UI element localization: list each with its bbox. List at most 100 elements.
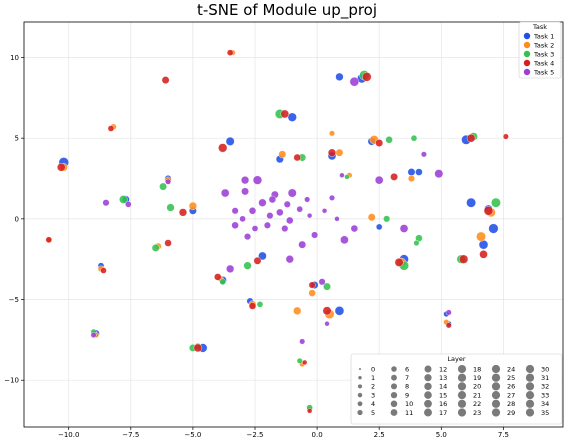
data-point [459,254,469,264]
layer-legend-marker [525,382,535,391]
data-point [266,212,274,220]
data-point [349,76,360,87]
layer-legend-marker [391,366,397,372]
layer-legend-marker [491,373,501,382]
x-tick-label: 5.0 [436,431,447,438]
y-tick-label: 10 [10,54,19,62]
layer-legend-label: 14 [439,383,447,391]
y-tick-label: 5 [15,135,19,143]
layer-legend-marker [390,409,398,416]
layer-legend-label: 34 [541,400,549,408]
task-legend-label: Task 4 [533,59,554,67]
data-point [466,133,476,143]
data-point [322,306,332,316]
layer-legend-marker [457,382,467,391]
layer-legend-marker [525,391,535,400]
layer-legend-marker [525,399,535,408]
data-point [311,231,319,239]
data-point [165,178,172,185]
data-point [226,264,235,273]
layer-legend-label: 25 [507,374,515,382]
layer-legend-label: 13 [439,374,447,382]
y-tick-label: −5 [9,296,19,304]
task-legend-marker [523,32,531,40]
task-legend-label: Task 5 [533,68,554,76]
layer-legend-marker [424,408,432,417]
data-point [253,256,262,265]
data-point [225,136,235,146]
data-point [243,261,252,270]
data-point [218,143,228,153]
data-point [220,188,230,198]
data-point [375,223,383,231]
task-legend-label: Task 3 [533,50,554,58]
task-legend-label: Task 2 [533,41,554,49]
data-point [420,151,427,158]
data-point [334,216,340,222]
data-point [362,72,372,82]
data-point [329,194,335,201]
chart-title: t-SNE of Module up_proj [197,1,377,20]
data-point [299,338,306,345]
layer-legend-label: 21 [473,391,481,399]
data-point [476,231,486,242]
layer-legend-marker [424,391,432,399]
data-point [287,188,297,198]
layer-legend-marker [391,374,397,381]
data-point [502,133,509,140]
data-point [280,109,290,119]
series-task-5 [90,76,452,345]
data-point [335,148,344,157]
layer-legend-marker [357,384,363,389]
layer-legend-marker [457,373,467,382]
data-point [327,148,337,157]
data-point [334,306,345,316]
data-point [285,255,294,264]
layer-legend-frame [350,353,563,425]
data-point [293,153,301,162]
layer-legend-marker [390,391,398,399]
layer-legend-marker [357,392,363,398]
data-point [408,175,415,182]
data-point [231,221,239,230]
layer-legend-marker [359,368,361,370]
layer-legend-label: 10 [405,400,413,408]
data-point [252,175,263,185]
layer-legend-marker [525,364,535,374]
data-point [383,215,391,223]
data-point [164,239,172,247]
data-point [258,198,267,207]
data-point [329,130,335,137]
data-point [263,221,271,229]
x-tick-label: 7.5 [498,431,509,438]
layer-legend-marker [357,401,363,407]
data-point [57,162,66,172]
x-tick-label: 0.0 [312,431,323,438]
data-point [335,72,344,81]
layer-legend-label: 33 [541,391,549,399]
layer-legend-label: 12 [439,365,447,373]
y-tick-label: 0 [15,215,19,223]
task-legend-title: Task [532,23,547,31]
layer-legend-label: 30 [541,365,549,373]
layer-legend-marker [424,399,432,408]
data-point [394,257,404,267]
data-point [344,174,350,180]
data-point [445,309,452,316]
x-tick-label: −7.5 [122,431,139,438]
task-legend-marker [523,41,531,49]
data-point [483,206,494,216]
data-point [241,187,249,196]
data-point [350,224,359,233]
layer-legend-marker [525,408,535,417]
layer-legend-marker [491,408,501,417]
data-point [251,225,259,232]
layer-legend-marker [424,382,432,391]
layer-legend-marker [491,399,501,408]
data-point [307,408,313,414]
data-point [410,134,418,142]
layer-legend-marker [491,382,501,391]
data-point [296,357,303,364]
